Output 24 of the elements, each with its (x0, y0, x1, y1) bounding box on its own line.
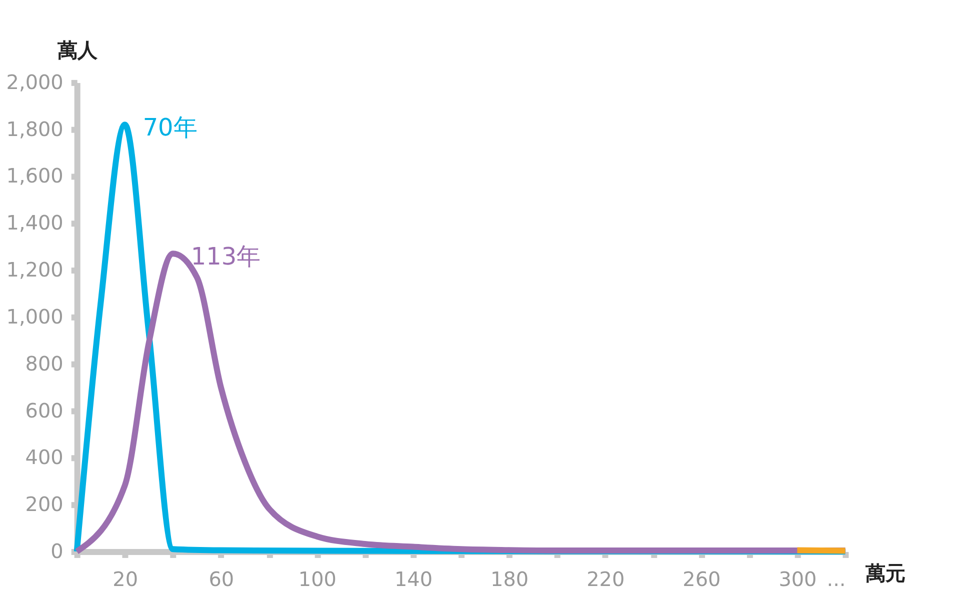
series-label: 70年 (142, 114, 198, 142)
x-tick-label: 100 (298, 566, 336, 591)
y-tick-label: 2,000 (6, 70, 64, 94)
y-tick-label: 1,200 (6, 258, 64, 282)
y-tick-label: 0 (50, 538, 64, 563)
x-tick-label: 60 (208, 566, 234, 591)
x-axis-title: 萬元 (864, 560, 906, 585)
series-label: 113年 (190, 242, 261, 271)
y-tick-label: 1,000 (6, 304, 64, 328)
y-tick-label: 400 (25, 445, 64, 470)
x-tick-label: 300 (778, 566, 817, 591)
x-tick-label: 180 (490, 566, 529, 591)
y-axis-title: 萬人 (56, 38, 98, 62)
y-tick-label: 1,600 (6, 164, 64, 188)
y-tick-label: 200 (25, 492, 64, 516)
x-tick-label: 140 (394, 566, 433, 591)
x-tick-label: 260 (682, 566, 721, 591)
y-tick-label: 1,400 (6, 210, 64, 235)
x-tick-label: 20 (112, 566, 138, 591)
y-tick-label: 1,800 (6, 116, 64, 141)
x-tick-label: ... (826, 566, 846, 591)
y-tick-label: 600 (25, 398, 64, 422)
y-tick-label: 800 (25, 351, 64, 376)
x-tick-label: 220 (586, 566, 625, 591)
